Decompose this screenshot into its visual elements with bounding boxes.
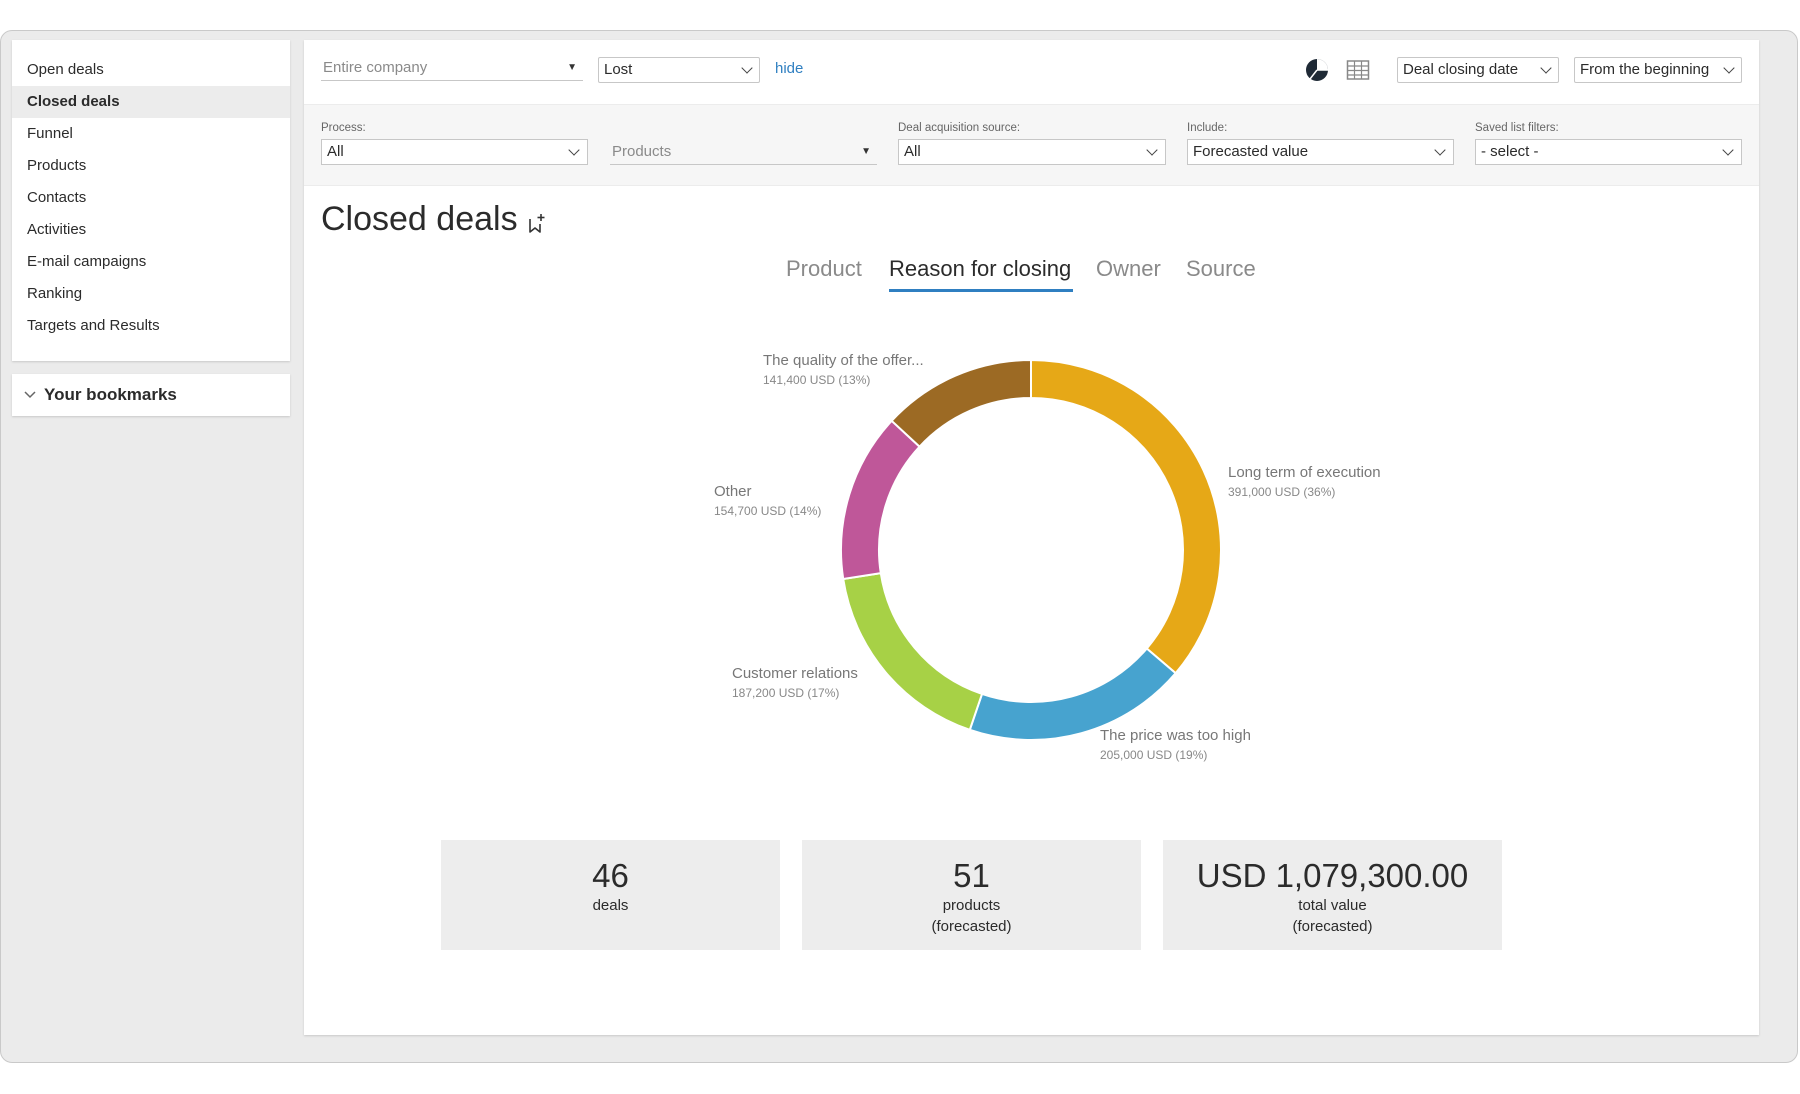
tab-product[interactable]: Product [786, 256, 862, 281]
caret-down-icon: ▼ [567, 62, 577, 73]
breakdown-tabs: Product Reason for closing Owner Source [304, 256, 1759, 296]
active-tab-indicator [889, 289, 1073, 292]
source-label: Deal acquisition source: [898, 122, 1021, 134]
stat-sublabel: (forecasted) [1292, 918, 1373, 935]
reason-donut-chart: Long term of execution 391,000 USD (36%) T… [714, 352, 1381, 762]
donut-slice[interactable] [842, 572, 984, 732]
table-view-icon[interactable] [1346, 58, 1370, 82]
status-select-value: Lost [604, 61, 633, 78]
stat-card-total-value: USD 1,079,300.00 total value (forecasted… [1163, 840, 1502, 950]
company-select[interactable]: Entire company ▼ [321, 55, 583, 81]
nav-list: Open deals Closed deals Funnel Products … [12, 40, 290, 342]
company-select-placeholder: Entire company [323, 59, 428, 76]
slice-label: The price was too high [1100, 727, 1251, 744]
stat-sublabel: (forecasted) [931, 918, 1012, 935]
period-select[interactable]: From the beginning [1574, 57, 1742, 83]
date-field-select[interactable]: Deal closing date [1397, 57, 1559, 83]
caret-down-icon: ▼ [861, 146, 871, 157]
pie-chart-view-icon[interactable] [1305, 58, 1329, 82]
donut-slice[interactable] [840, 419, 921, 581]
source-value: All [904, 143, 921, 160]
process-value: All [327, 143, 344, 160]
bookmarks-label: Your bookmarks [44, 385, 177, 404]
slice-label: Customer relations [732, 665, 858, 682]
sidebar-item-targets-and-results[interactable]: Targets and Results [27, 317, 160, 334]
bookmark-add-icon[interactable] [526, 212, 546, 234]
tab-owner[interactable]: Owner [1096, 256, 1161, 281]
saved-filters-value: - select - [1481, 143, 1539, 160]
include-label: Include: [1187, 122, 1228, 134]
slice-value-label: 187,200 USD (17%) [732, 686, 839, 700]
sidebar-item-closed-deals[interactable]: Closed deals [12, 86, 290, 118]
main-panel: Entire company ▼ Lost hide [304, 40, 1759, 1035]
products-select[interactable]: Products ▼ [610, 139, 877, 165]
tab-source[interactable]: Source [1186, 256, 1256, 281]
slice-label: Long term of execution [1228, 464, 1381, 481]
saved-filters-label: Saved list filters: [1475, 122, 1559, 134]
sidebar-item-funnel[interactable]: Funnel [27, 125, 73, 142]
slice-value-label: 391,000 USD (36%) [1228, 485, 1335, 499]
products-placeholder: Products [612, 143, 672, 160]
sidebar-item-open-deals[interactable]: Open deals [27, 61, 104, 78]
sidebar-nav: Open deals Closed deals Funnel Products … [12, 40, 290, 361]
sidebar-item-ranking[interactable]: Ranking [27, 285, 83, 302]
status-select[interactable]: Lost [598, 57, 760, 83]
slice-value-label: 205,000 USD (19%) [1100, 748, 1207, 762]
stat-label: total value [1298, 897, 1367, 914]
top-toolbar: Entire company ▼ Lost hide [304, 40, 1759, 104]
stat-label: deals [592, 897, 629, 914]
stat-card-deals: 46 deals [441, 840, 780, 950]
include-value: Forecasted value [1193, 143, 1309, 160]
sidebar-item-activities[interactable]: Activities [27, 221, 87, 238]
page-title: Closed deals [321, 200, 518, 238]
chevron-down-icon [24, 388, 36, 402]
hide-filters-link[interactable]: hide [775, 60, 804, 77]
stat-label: products [942, 897, 1001, 914]
tab-reason-for-closing[interactable]: Reason for closing [889, 256, 1072, 281]
process-label: Process: [321, 122, 366, 134]
source-select[interactable]: All [898, 139, 1166, 165]
saved-filters-select[interactable]: - select - [1475, 139, 1742, 165]
slice-value-label: 154,700 USD (14%) [714, 504, 821, 518]
date-field-value: Deal closing date [1403, 61, 1519, 78]
slice-label: The quality of the offer... [763, 352, 924, 369]
sidebar-item-products[interactable]: Products [27, 157, 87, 174]
donut-slice[interactable] [890, 358, 1032, 449]
donut-slice[interactable] [1030, 358, 1222, 675]
slice-label: Other [714, 483, 752, 500]
sidebar-item-contacts[interactable]: Contacts [27, 189, 87, 206]
slice-value-label: 141,400 USD (13%) [763, 373, 870, 387]
sidebar-item-email-campaigns[interactable]: E-mail campaigns [27, 253, 147, 270]
filter-bar: Process: All Products ▼ Deal acquisition… [304, 104, 1759, 186]
stat-value: 51 [953, 857, 990, 894]
stat-card-products: 51 products (forecasted) [802, 840, 1141, 950]
period-value: From the beginning [1580, 61, 1710, 78]
stat-value: 46 [592, 857, 629, 894]
bookmarks-toggle[interactable]: Your bookmarks [12, 374, 290, 416]
process-select[interactable]: All [321, 139, 588, 165]
stat-value: USD 1,079,300.00 [1196, 857, 1469, 894]
include-select[interactable]: Forecasted value [1187, 139, 1454, 165]
